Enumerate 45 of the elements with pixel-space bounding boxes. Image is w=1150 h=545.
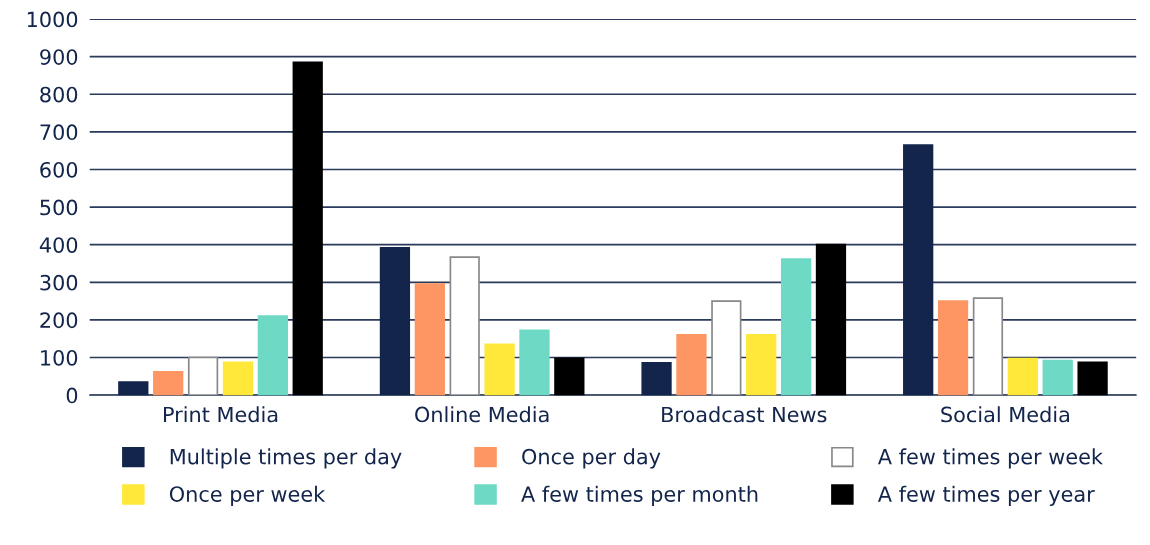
bar <box>1077 361 1108 396</box>
y-tick-label: 200 <box>40 312 78 329</box>
y-tick-label: 400 <box>39 237 78 253</box>
x-tick-label: Social Media <box>941 406 1069 423</box>
legend-label: Multiple times per day <box>170 448 402 469</box>
bar <box>780 258 812 396</box>
bar <box>414 283 445 396</box>
bar <box>484 343 515 396</box>
bar <box>379 246 411 396</box>
bar <box>519 329 550 396</box>
bar <box>554 357 585 396</box>
legend-label: A few times per month <box>521 485 758 506</box>
bar <box>641 361 672 396</box>
y-tick-label: 100 <box>41 349 78 366</box>
bar <box>937 300 969 396</box>
bar <box>711 300 742 396</box>
bar <box>118 381 149 396</box>
bar <box>815 243 847 396</box>
x-tick-label: Broadcast News <box>662 406 827 423</box>
bar <box>222 361 254 396</box>
bar <box>676 334 707 396</box>
y-tick-label: 300 <box>40 274 78 291</box>
bar <box>903 144 934 396</box>
bar <box>187 356 219 396</box>
bar <box>1042 359 1073 396</box>
y-tick-label: 0 <box>66 387 78 404</box>
legend-label: Once per week <box>169 485 326 506</box>
bar <box>972 297 1004 396</box>
legend-label: A few times per year <box>877 485 1095 506</box>
legend-label: Once per day <box>522 448 661 469</box>
bar <box>746 334 777 396</box>
bar <box>449 256 480 396</box>
y-tick-label: 900 <box>40 49 78 65</box>
y-tick-label: 600 <box>40 161 78 178</box>
x-tick-label: Online Media <box>415 406 549 423</box>
y-tick-label: 800 <box>40 86 78 103</box>
legend-label: A few times per week <box>877 448 1103 469</box>
y-tick-label: 500 <box>40 199 78 216</box>
y-tick-label: 700 <box>40 124 78 141</box>
bar <box>292 61 323 396</box>
bar <box>1007 357 1038 396</box>
bar <box>257 315 288 396</box>
bar <box>153 370 184 396</box>
x-tick-label: Print Media <box>164 406 278 423</box>
y-tick-label: 1000 <box>27 11 78 28</box>
